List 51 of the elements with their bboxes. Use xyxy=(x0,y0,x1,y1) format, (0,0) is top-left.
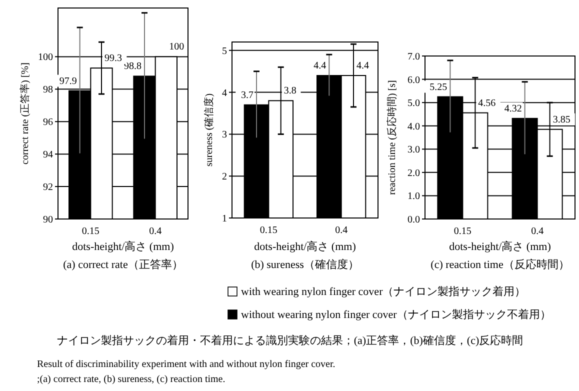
text: (a) correct rate（正答率） xyxy=(63,258,183,271)
y-tick-label: 94 xyxy=(43,150,53,161)
y-tick-label: 7.0 xyxy=(408,52,420,62)
text: Result of discriminability experiment with and without nylon finger cover. xyxy=(37,359,336,370)
y-tick-label: 100 xyxy=(38,52,53,64)
x-tick-label: 0.15 xyxy=(82,226,100,237)
y-tick-label: 4 xyxy=(222,88,227,99)
x-tick-label: 0.15 xyxy=(260,225,278,236)
x-axis-title: dots-height/高さ (mm) xyxy=(449,240,552,253)
data-label: 4.56 xyxy=(478,98,496,109)
y-tick-label: 92 xyxy=(43,182,53,194)
data-label: 3.85 xyxy=(552,114,570,126)
data-label: 99.3 xyxy=(104,53,122,64)
data-label: 98.8 xyxy=(124,61,142,72)
data-label: 3.8 xyxy=(284,86,296,97)
data-label: 97.9 xyxy=(59,76,77,87)
y-axis-title: sureness (確信度) xyxy=(203,93,215,167)
data-label: 100 xyxy=(169,42,184,53)
data-label: 4.4 xyxy=(314,60,326,72)
text: (b) sureness（確信度） xyxy=(251,258,359,271)
text: ナイロン製指サックの着用・不着用による識別実験の結果；(a)正答率，(b)確信度，(c)反応時間 xyxy=(56,334,524,347)
y-tick-label: 5.0 xyxy=(408,98,420,110)
y-tick-label: 98 xyxy=(43,84,53,96)
y-axis-title: correct rate (正答率) [%] xyxy=(19,62,31,164)
y-tick-label: 90 xyxy=(43,214,53,226)
y-tick-label: 96 xyxy=(43,117,53,128)
x-tick-label: 0.15 xyxy=(454,226,472,237)
x-tick-label: 0.4 xyxy=(335,225,348,236)
data-label: 4.32 xyxy=(504,103,522,114)
legend-label: with wearing nylon finger cover（ナイロン製指サック着用） xyxy=(241,285,526,298)
y-tick-label: 4.0 xyxy=(408,121,420,132)
data-label: 5.25 xyxy=(430,82,448,93)
x-axis-title: dots-height/高さ (mm) xyxy=(72,240,174,253)
y-tick-label: 2 xyxy=(222,172,227,183)
y-tick-label: 3 xyxy=(222,130,227,141)
y-axis-title: reaction time (反応時間) [s] xyxy=(386,80,398,195)
legend-label: without wearing nylon finger cover（ナイロン製指サック不着用） xyxy=(241,308,551,321)
data-label: 3.7 xyxy=(241,90,254,101)
text: (c) reaction time（反応時間） xyxy=(430,258,570,271)
data-label: 4.4 xyxy=(356,60,369,72)
x-tick-label: 0.4 xyxy=(149,226,162,237)
y-tick-label: 2.0 xyxy=(408,168,420,179)
y-tick-label: 6.0 xyxy=(408,74,420,86)
text: ;(a) correct rate, (b) sureness, (c) reaction time. xyxy=(37,374,226,385)
y-tick-label: 1 xyxy=(222,214,227,224)
y-tick-label: 3.0 xyxy=(408,144,420,156)
y-tick-label: 5 xyxy=(222,46,227,57)
y-tick-label: 1.0 xyxy=(408,191,420,202)
x-axis-title: dots-height/高さ (mm) xyxy=(254,240,356,253)
y-tick-label: 0.0 xyxy=(408,214,420,226)
x-tick-label: 0.4 xyxy=(531,226,544,237)
